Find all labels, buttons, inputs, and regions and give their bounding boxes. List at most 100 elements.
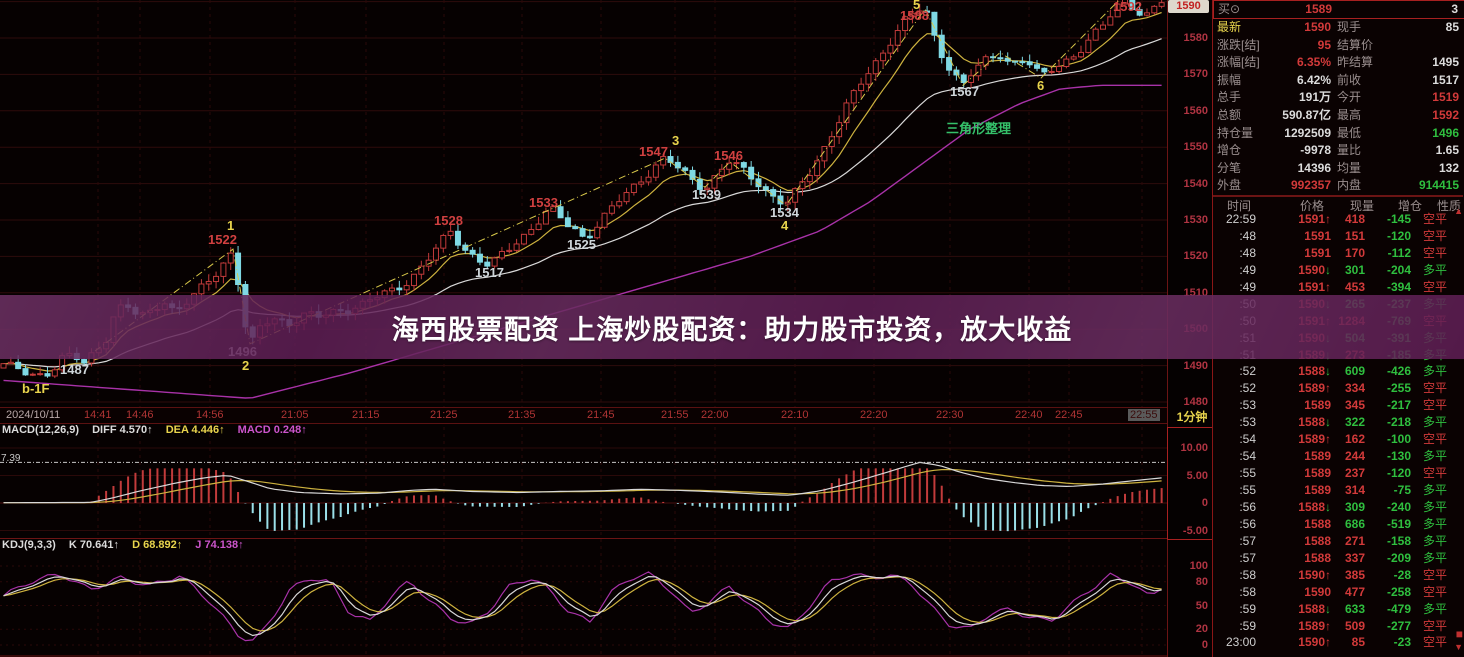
tick-row[interactable]: :52 1588↓ 609 -426 多平	[1213, 363, 1463, 380]
kdj-name: KDJ(9,3,3)	[2, 539, 56, 551]
tick-time: :57	[1239, 550, 1256, 565]
tick-row[interactable]: :54 1589↑ 162 -100 空平	[1213, 431, 1463, 448]
tick-time: :49	[1239, 279, 1256, 294]
tick-volume: 337	[1344, 550, 1365, 565]
price-scale-label: 1550	[1183, 141, 1208, 154]
tick-row[interactable]: 22:59 1591↑ 418 -145 空平	[1213, 211, 1463, 228]
scroll-down-icon[interactable]: ▼	[1454, 642, 1463, 652]
kdj-header: KDJ(9,3,3) K 70.641↑ D 68.892↑ J 74.138↑	[2, 539, 254, 551]
quote-label: 均量	[1337, 160, 1362, 175]
macd-scale-label: 10.00	[1180, 442, 1208, 454]
time-tick: 21:35	[508, 409, 536, 421]
tick-price: 1591↑	[1298, 212, 1331, 226]
tick-row[interactable]: :49 1590↓ 301 -204 多平	[1213, 262, 1463, 279]
tick-price: 1588↓	[1298, 499, 1331, 514]
tick-time: :52	[1239, 381, 1256, 396]
tick-time: :55	[1239, 483, 1256, 497]
tick-row[interactable]: :48 1591 170 -112 空平	[1213, 245, 1463, 262]
quote-value: 914415	[1418, 178, 1459, 193]
tick-row[interactable]: :56 1588 686 -519 多平	[1213, 516, 1463, 533]
tick-row[interactable]: :53 1589 345 -217 空平	[1213, 397, 1463, 414]
quote-label: 涨跌[结]	[1217, 37, 1260, 52]
period-selector[interactable]: 1分钟	[1176, 410, 1208, 424]
quote-row: 分笔 14396 均量 132	[1213, 160, 1463, 178]
tick-oi-change: -240	[1386, 499, 1411, 514]
tick-nature: 空平	[1423, 279, 1448, 294]
tick-oi-change: -426	[1386, 364, 1411, 379]
quote-value: 992357	[1290, 178, 1331, 193]
promo-banner-text: 海西股票配资 上海炒股配资：助力股市投资，放大收益	[391, 314, 1073, 345]
quote-value: -9978	[1300, 143, 1331, 158]
quote-value: 95	[1317, 37, 1331, 52]
quote-label: 前收	[1337, 72, 1362, 87]
quote-value: 191万	[1298, 90, 1331, 105]
tick-volume: 244	[1344, 449, 1365, 464]
quote-value: 132	[1438, 160, 1459, 175]
tick-price: 1588↓	[1298, 364, 1331, 379]
kdj-scale-label: 20	[1195, 623, 1208, 636]
tick-row[interactable]: :54 1589 244 -130 多平	[1213, 448, 1463, 465]
scroll-thumb-icon[interactable]: ■	[1455, 627, 1463, 641]
quote-value: 14396	[1297, 160, 1331, 175]
tick-nature: 空平	[1423, 432, 1448, 447]
tick-row[interactable]: :48 1591 151 -120 空平	[1213, 228, 1463, 245]
tick-volume: 509	[1344, 618, 1365, 633]
scroll-up-icon[interactable]: ▲	[1454, 206, 1463, 216]
tick-row[interactable]: :53 1588↓ 322 -218 多平	[1213, 414, 1463, 431]
tick-row[interactable]: :58 1590 477 -258 空平	[1213, 584, 1463, 601]
macd-name: MACD(12,26,9)	[2, 424, 80, 436]
tick-row[interactable]: :55 1589 314 -75 多平	[1213, 482, 1463, 499]
quote-label: 增仓	[1217, 143, 1242, 158]
tick-oi-change: -217	[1386, 398, 1411, 413]
tick-nature: 空平	[1423, 245, 1448, 260]
tick-row[interactable]: :59 1589↑ 509 -277 空平	[1213, 618, 1463, 635]
tick-row[interactable]: :59 1588↓ 633 -479 多平	[1213, 601, 1463, 618]
quote-value: 85	[1445, 20, 1459, 34]
macd-hist-value: MACD 0.248↑	[237, 424, 307, 436]
tick-volume: 418	[1344, 212, 1365, 226]
tick-time: :53	[1239, 415, 1256, 430]
tick-price: 1588	[1304, 516, 1331, 531]
tick-time: :52	[1239, 364, 1256, 379]
quote-label: 最高	[1337, 108, 1362, 122]
macd-scale-highlight-box	[1167, 427, 1213, 540]
candlestick-chart[interactable]	[0, 0, 1167, 657]
tick-row[interactable]: :56 1588↓ 309 -240 多平	[1213, 499, 1463, 516]
price-scale-label: 1540	[1183, 177, 1208, 190]
tick-row[interactable]: :55 1589 237 -120 空平	[1213, 465, 1463, 482]
tick-volume: 385	[1344, 567, 1365, 582]
tick-volume: 477	[1344, 584, 1365, 599]
tick-price: 1589↑	[1298, 618, 1331, 633]
tick-volume: 609	[1344, 364, 1365, 379]
tick-row[interactable]: :58 1590↑ 385 -28 空平	[1213, 567, 1463, 584]
tick-nature: 空平	[1423, 212, 1448, 226]
time-tick: 21:55	[661, 409, 689, 421]
tick-row[interactable]: :57 1588 337 -209 多平	[1213, 550, 1463, 567]
tick-volume: 314	[1344, 483, 1365, 497]
tick-oi-change: -479	[1386, 601, 1411, 616]
quote-label: 分笔	[1217, 160, 1242, 175]
tick-row[interactable]: :57 1588 271 -158 多平	[1213, 533, 1463, 550]
tick-oi-change: -258	[1386, 584, 1411, 599]
quote-label: 结算价	[1337, 37, 1374, 52]
tick-time: :58	[1239, 567, 1256, 582]
tick-time: :55	[1239, 466, 1256, 481]
tick-volume: 309	[1344, 499, 1365, 514]
kdj-j-value: J 74.138↑	[195, 539, 244, 551]
promo-banner[interactable]: 海西股票配资 上海炒股配资：助力股市投资，放大收益	[0, 295, 1464, 359]
quote-value: 1517	[1432, 72, 1459, 87]
quote-value: 1590	[1304, 20, 1331, 34]
tick-price: 1591↑	[1298, 279, 1331, 294]
kdj-scale-label: 50	[1195, 599, 1208, 612]
tick-row[interactable]: 23:00 1590↑ 85 -23 空平	[1213, 634, 1463, 651]
tick-nature: 空平	[1423, 466, 1448, 481]
price-scale-label: 1490	[1183, 359, 1208, 372]
time-tick: 22:30	[936, 409, 964, 421]
tick-row[interactable]: :52 1589↑ 334 -255 空平	[1213, 380, 1463, 397]
tick-nature: 多平	[1423, 499, 1448, 514]
kdj-scale-label: 0	[1201, 639, 1208, 651]
tick-row[interactable]: :49 1591↑ 453 -394 空平	[1213, 279, 1463, 296]
tick-price: 1589	[1304, 466, 1331, 481]
tick-volume: 170	[1344, 245, 1365, 260]
